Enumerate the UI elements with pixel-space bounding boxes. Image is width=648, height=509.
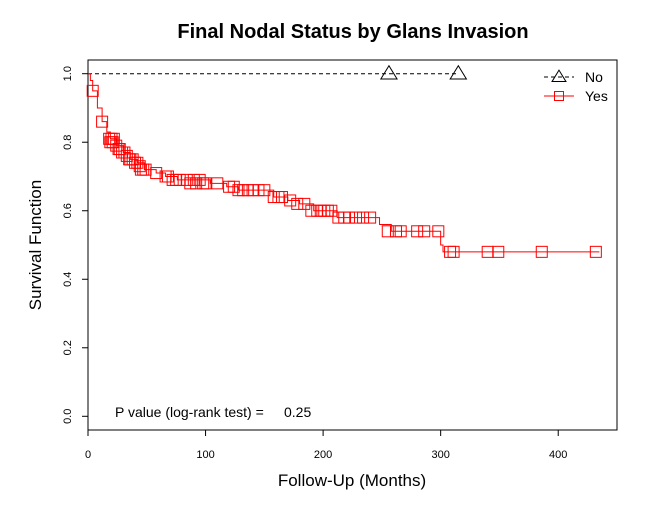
series-line-yes (88, 73, 600, 253)
censor-mark-yes (211, 177, 224, 190)
censor-mark-yes (589, 245, 602, 258)
censor-mark-yes (350, 211, 363, 224)
legend-label: No (585, 69, 603, 85)
censor-mark-yes (190, 177, 203, 190)
censor-mark-yes (227, 180, 240, 193)
censor-mark-yes (364, 211, 377, 224)
censor-mark-yes (86, 84, 99, 97)
y-tick-label: 0.2 (62, 340, 74, 355)
y-tick-label: 0.6 (62, 203, 74, 218)
series-no (88, 64, 468, 80)
x-tick-label: 400 (549, 449, 567, 461)
censor-mark-yes (381, 225, 394, 238)
censor-mark-yes (535, 245, 548, 258)
censor-mark-yes (291, 197, 304, 210)
y-tick-label: 0.0 (62, 409, 74, 424)
chart-title: Final Nodal Status by Glans Invasion (177, 21, 528, 43)
censor-mark-yes (325, 204, 338, 217)
legend-label: Yes (585, 88, 608, 104)
y-axis-title: Survival Function (26, 180, 45, 310)
censor-mark-yes (284, 194, 297, 207)
plot-frame (87, 59, 618, 431)
censor-mark-yes (447, 245, 460, 258)
censor-mark-yes (411, 225, 424, 238)
censor-mark-yes (342, 211, 355, 224)
censor-mark-no (449, 64, 468, 80)
censor-mark-yes (298, 197, 311, 210)
censor-mark-yes (161, 170, 174, 183)
x-axis: 0 100 200 300 400 (85, 430, 567, 461)
y-tick-label: 1.0 (62, 66, 74, 81)
censor-mark-yes (126, 153, 139, 166)
censor-mark-yes (258, 184, 271, 197)
x-tick-label: 200 (314, 449, 332, 461)
censor-mark-yes (199, 177, 212, 190)
censor-mark-no (379, 64, 398, 80)
censor-mark-yes (394, 225, 407, 238)
legend-marker (554, 91, 564, 101)
pvalue-label: P value (log-rank test) = (115, 404, 264, 420)
series-yes (86, 73, 602, 258)
censor-mark-yes (432, 225, 445, 238)
y-tick-label: 0.4 (62, 272, 74, 287)
censor-mark-yes (180, 173, 193, 186)
pvalue-annotation: P value (log-rank test) = 0.25 (115, 404, 311, 420)
censor-mark-yes (418, 225, 431, 238)
pvalue-value: 0.25 (284, 404, 311, 420)
x-tick-label: 0 (85, 449, 91, 461)
y-axis: 0.0 0.2 0.4 0.6 0.8 1.0 (62, 66, 88, 424)
censor-mark-yes (492, 245, 505, 258)
plot-series (86, 64, 602, 258)
x-tick-label: 300 (431, 449, 449, 461)
censor-mark-yes (113, 143, 126, 156)
y-tick-label: 0.8 (62, 135, 74, 150)
legend-item-no: No (544, 69, 603, 85)
x-axis-title: Follow-Up (Months) (278, 471, 426, 490)
censor-mark-yes (150, 167, 163, 180)
legend-item-yes: Yes (544, 88, 608, 104)
censor-mark-yes (275, 191, 288, 204)
legend-marker (551, 69, 567, 83)
censor-mark-yes (96, 115, 109, 128)
legend: No Yes (544, 69, 608, 104)
censor-mark-yes (357, 211, 370, 224)
x-tick-label: 100 (196, 449, 214, 461)
